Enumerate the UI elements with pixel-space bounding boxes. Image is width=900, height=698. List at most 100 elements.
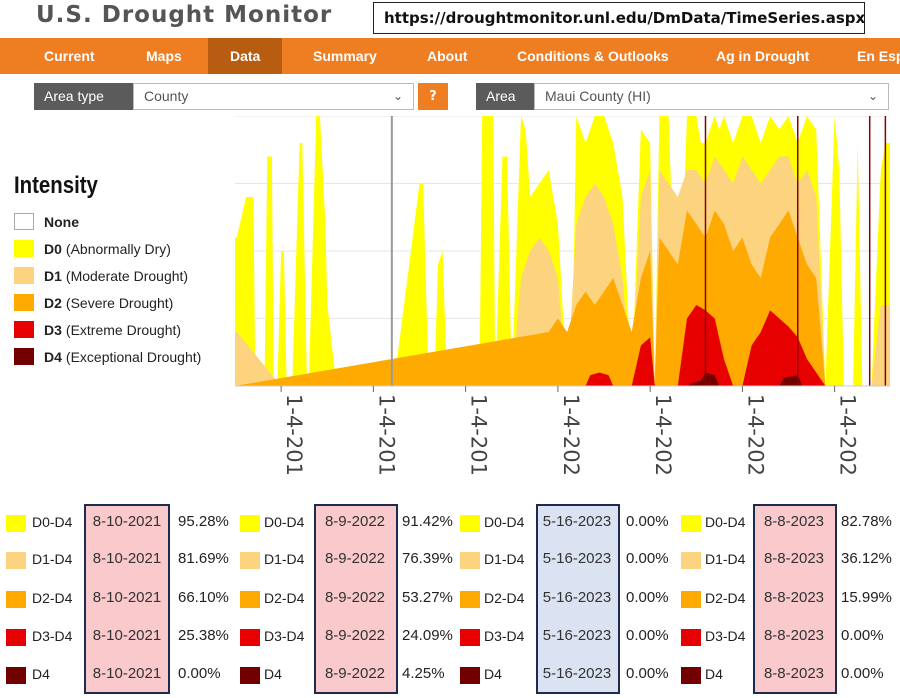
nav-item-about[interactable]: About bbox=[427, 48, 468, 64]
nav-item-ag-in-drought[interactable]: Ag in Drought bbox=[716, 48, 810, 64]
table-row-label: D4 bbox=[705, 666, 723, 682]
table-swatch bbox=[681, 515, 701, 532]
legend-code: D1 bbox=[44, 267, 62, 284]
table-row-label: D0-D4 bbox=[484, 514, 525, 530]
legend-item-d0: D0 (Abnormally Dry) bbox=[14, 235, 201, 262]
legend-swatch bbox=[14, 321, 34, 338]
area-label: Area bbox=[476, 83, 534, 110]
table-row-label: D4 bbox=[484, 666, 502, 682]
table-row-label: D1-D4 bbox=[484, 551, 525, 567]
table-row-label: D1-D4 bbox=[264, 551, 305, 567]
nav-item-conditions-outlooks[interactable]: Conditions & Outlooks bbox=[517, 48, 669, 64]
table-row-percent: 36.12% bbox=[841, 550, 892, 567]
area-type-select[interactable]: County ⌄ bbox=[133, 83, 414, 110]
table-row-percent: 0.00% bbox=[178, 665, 221, 682]
legend-title: Intensity bbox=[14, 172, 98, 199]
legend-item-d2: D2 (Severe Drought) bbox=[14, 289, 201, 316]
x-tick-label: 1-4-2020 bbox=[559, 394, 583, 474]
table-swatch bbox=[460, 552, 480, 569]
table-row-percent: 95.28% bbox=[178, 513, 229, 530]
table-row-date: 8-8-2023 bbox=[763, 513, 825, 530]
table-swatch bbox=[460, 629, 480, 646]
table-row-label: D4 bbox=[264, 666, 282, 682]
table-row-date: 8-9-2022 bbox=[324, 550, 386, 567]
date-highlight-box bbox=[753, 504, 837, 694]
table-swatch bbox=[460, 591, 480, 608]
table-row-date: 5-16-2023 bbox=[542, 589, 612, 606]
table-row-date: 8-10-2021 bbox=[92, 513, 162, 530]
table-row-percent: 0.00% bbox=[626, 550, 669, 567]
table-swatch bbox=[6, 667, 26, 684]
table-row-label: D0-D4 bbox=[264, 514, 305, 530]
table-swatch bbox=[240, 667, 260, 684]
legend-swatch bbox=[14, 294, 34, 311]
table-row-date: 8-10-2021 bbox=[92, 627, 162, 644]
area-select[interactable]: Maui County (HI) ⌄ bbox=[534, 83, 889, 110]
nav-item-en-espanol[interactable]: En Esp bbox=[857, 48, 900, 64]
date-highlight-box bbox=[536, 504, 620, 694]
legend-desc: (Severe Drought) bbox=[65, 294, 174, 311]
table-swatch bbox=[460, 515, 480, 532]
table-row-percent: 66.10% bbox=[178, 589, 229, 606]
table-row-date: 5-16-2023 bbox=[542, 627, 612, 644]
legend-desc: (Exceptional Drought) bbox=[65, 348, 202, 365]
table-swatch bbox=[240, 629, 260, 646]
table-swatch bbox=[681, 591, 701, 608]
main-nav: Current Maps Data Summary About Conditio… bbox=[0, 38, 900, 74]
table-row-percent: 91.42% bbox=[402, 513, 453, 530]
table-row-percent: 24.09% bbox=[402, 627, 453, 644]
legend-swatch bbox=[14, 240, 34, 257]
date-highlight-box bbox=[84, 504, 170, 694]
table-row-label: D4 bbox=[32, 666, 50, 682]
table-row-percent: 0.00% bbox=[626, 589, 669, 606]
table-swatch bbox=[240, 515, 260, 532]
table-row-label: D3-D4 bbox=[32, 628, 73, 644]
table-swatch bbox=[681, 552, 701, 569]
table-row-percent: 0.00% bbox=[626, 665, 669, 682]
chevron-down-icon: ⌄ bbox=[392, 89, 403, 103]
site-header: U.S. Drought Monitor https://droughtmoni… bbox=[0, 0, 900, 38]
area-value: Maui County (HI) bbox=[545, 88, 651, 104]
table-row-percent: 53.27% bbox=[402, 589, 453, 606]
table-row-label: D2-D4 bbox=[484, 590, 525, 606]
table-row-date: 5-16-2023 bbox=[542, 550, 612, 567]
legend-swatch bbox=[14, 348, 34, 365]
table-swatch bbox=[6, 515, 26, 532]
series-area-d3-d4 bbox=[235, 305, 890, 386]
nav-item-maps[interactable]: Maps bbox=[146, 48, 182, 64]
table-row-date: 8-9-2022 bbox=[324, 513, 386, 530]
table-row-date: 8-10-2021 bbox=[92, 665, 162, 682]
help-button[interactable]: ? bbox=[418, 83, 448, 110]
legend-code: D0 bbox=[44, 240, 62, 257]
table-swatch bbox=[6, 552, 26, 569]
table-swatch bbox=[681, 629, 701, 646]
table-row-percent: 25.38% bbox=[178, 627, 229, 644]
table-row-label: D3-D4 bbox=[705, 628, 746, 644]
table-swatch bbox=[6, 629, 26, 646]
table-row-label: D1-D4 bbox=[32, 551, 73, 567]
legend-code: None bbox=[44, 213, 79, 230]
legend-item-d3: D3 (Extreme Drought) bbox=[14, 316, 201, 343]
table-row-percent: 0.00% bbox=[841, 627, 884, 644]
site-logo[interactable]: U.S. Drought Monitor bbox=[36, 2, 333, 28]
x-tick-label: 1-4-2022 bbox=[743, 394, 767, 474]
nav-item-summary[interactable]: Summary bbox=[313, 48, 377, 64]
table-row-percent: 15.99% bbox=[841, 589, 892, 606]
nav-item-current[interactable]: Current bbox=[44, 48, 95, 64]
legend-item-d1: D1 (Moderate Drought) bbox=[14, 262, 201, 289]
legend-desc: (Extreme Drought) bbox=[65, 321, 182, 338]
legend-swatch bbox=[14, 267, 34, 284]
nav-item-data[interactable]: Data bbox=[208, 38, 283, 74]
table-row-label: D2-D4 bbox=[264, 590, 305, 606]
drought-time-series-chart[interactable]: 1-4-2017 1-4-2018 1-4-2019 1-4-2020 1-4-2021… bbox=[235, 116, 895, 474]
x-tick-label: 1-4-2021 bbox=[651, 394, 675, 474]
table-row-date: 5-16-2023 bbox=[542, 513, 612, 530]
filter-bar: Area type County ⌄ ? Area Maui County (H… bbox=[0, 74, 900, 118]
table-row-date: 8-9-2022 bbox=[324, 589, 386, 606]
table-row-date: 8-8-2023 bbox=[763, 589, 825, 606]
table-row-percent: 0.00% bbox=[626, 513, 669, 530]
x-tick-label: 1-4-2017 bbox=[282, 394, 306, 474]
table-row-date: 8-9-2022 bbox=[324, 665, 386, 682]
legend-swatch bbox=[14, 213, 34, 230]
table-row-date: 8-10-2021 bbox=[92, 550, 162, 567]
